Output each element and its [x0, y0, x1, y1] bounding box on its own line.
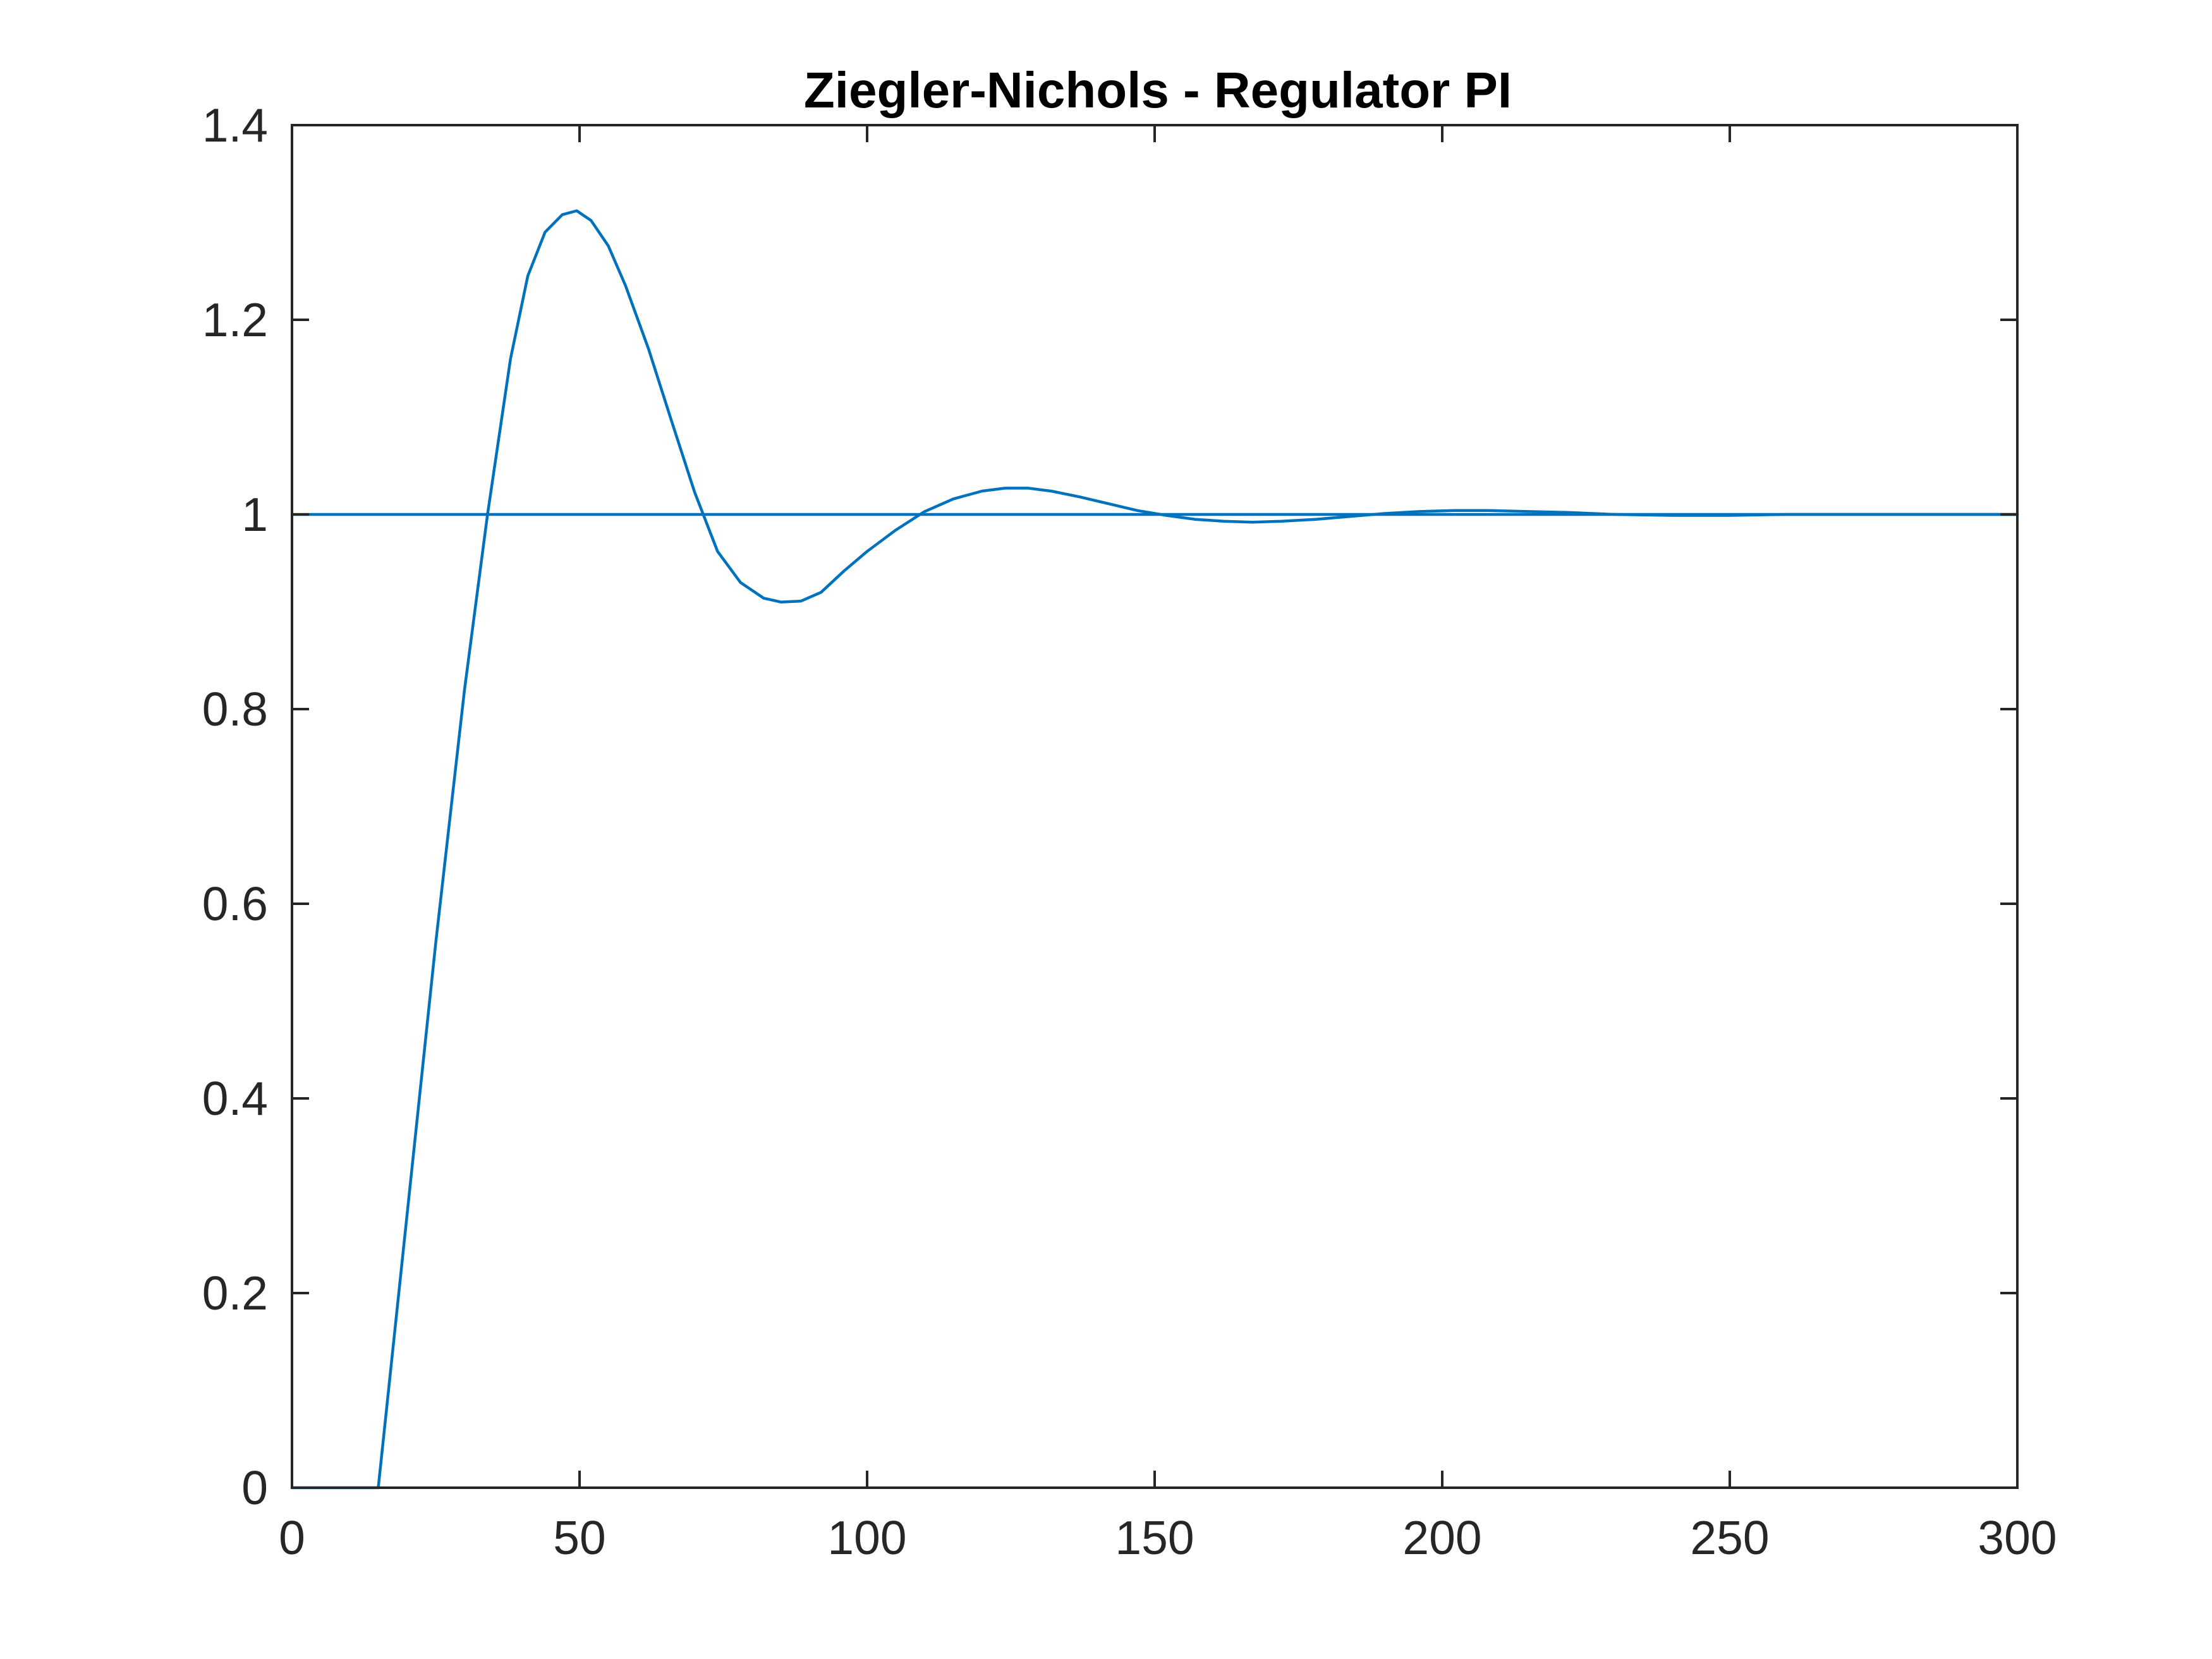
chart-title: Ziegler-Nichols - Regulator PI — [804, 62, 1512, 118]
y-tick-label: 1.2 — [202, 293, 268, 346]
y-tick-label: 1.4 — [202, 99, 268, 152]
x-tick-label: 150 — [1115, 1511, 1194, 1564]
plot-background — [292, 125, 2017, 1488]
y-tick-label: 0.6 — [202, 877, 268, 930]
y-tick-label: 0.2 — [202, 1267, 268, 1320]
x-axis-tick-labels: 0 50 100 150 200 250 300 — [279, 1511, 2057, 1564]
x-tick-label: 200 — [1402, 1511, 1481, 1564]
y-tick-label: 1 — [241, 488, 268, 541]
x-tick-label: 250 — [1690, 1511, 1769, 1564]
series-layer — [290, 209, 2019, 1490]
x-tick-label: 0 — [279, 1511, 305, 1564]
y-tick-label: 0.4 — [202, 1072, 268, 1125]
x-tick-label: 300 — [1978, 1511, 2057, 1564]
series-line-1 — [290, 209, 2019, 1490]
x-tick-label: 50 — [553, 1511, 605, 1564]
y-tick-label: 0 — [241, 1461, 268, 1514]
plot-area — [290, 124, 2019, 1490]
y-axis-tick-labels: 0 0.2 0.4 0.6 0.8 1 1.2 1.4 — [202, 99, 268, 1514]
y-tick-label: 0.8 — [202, 683, 268, 736]
plot-axes-box — [291, 124, 2019, 1489]
x-tick-label: 100 — [827, 1511, 906, 1564]
